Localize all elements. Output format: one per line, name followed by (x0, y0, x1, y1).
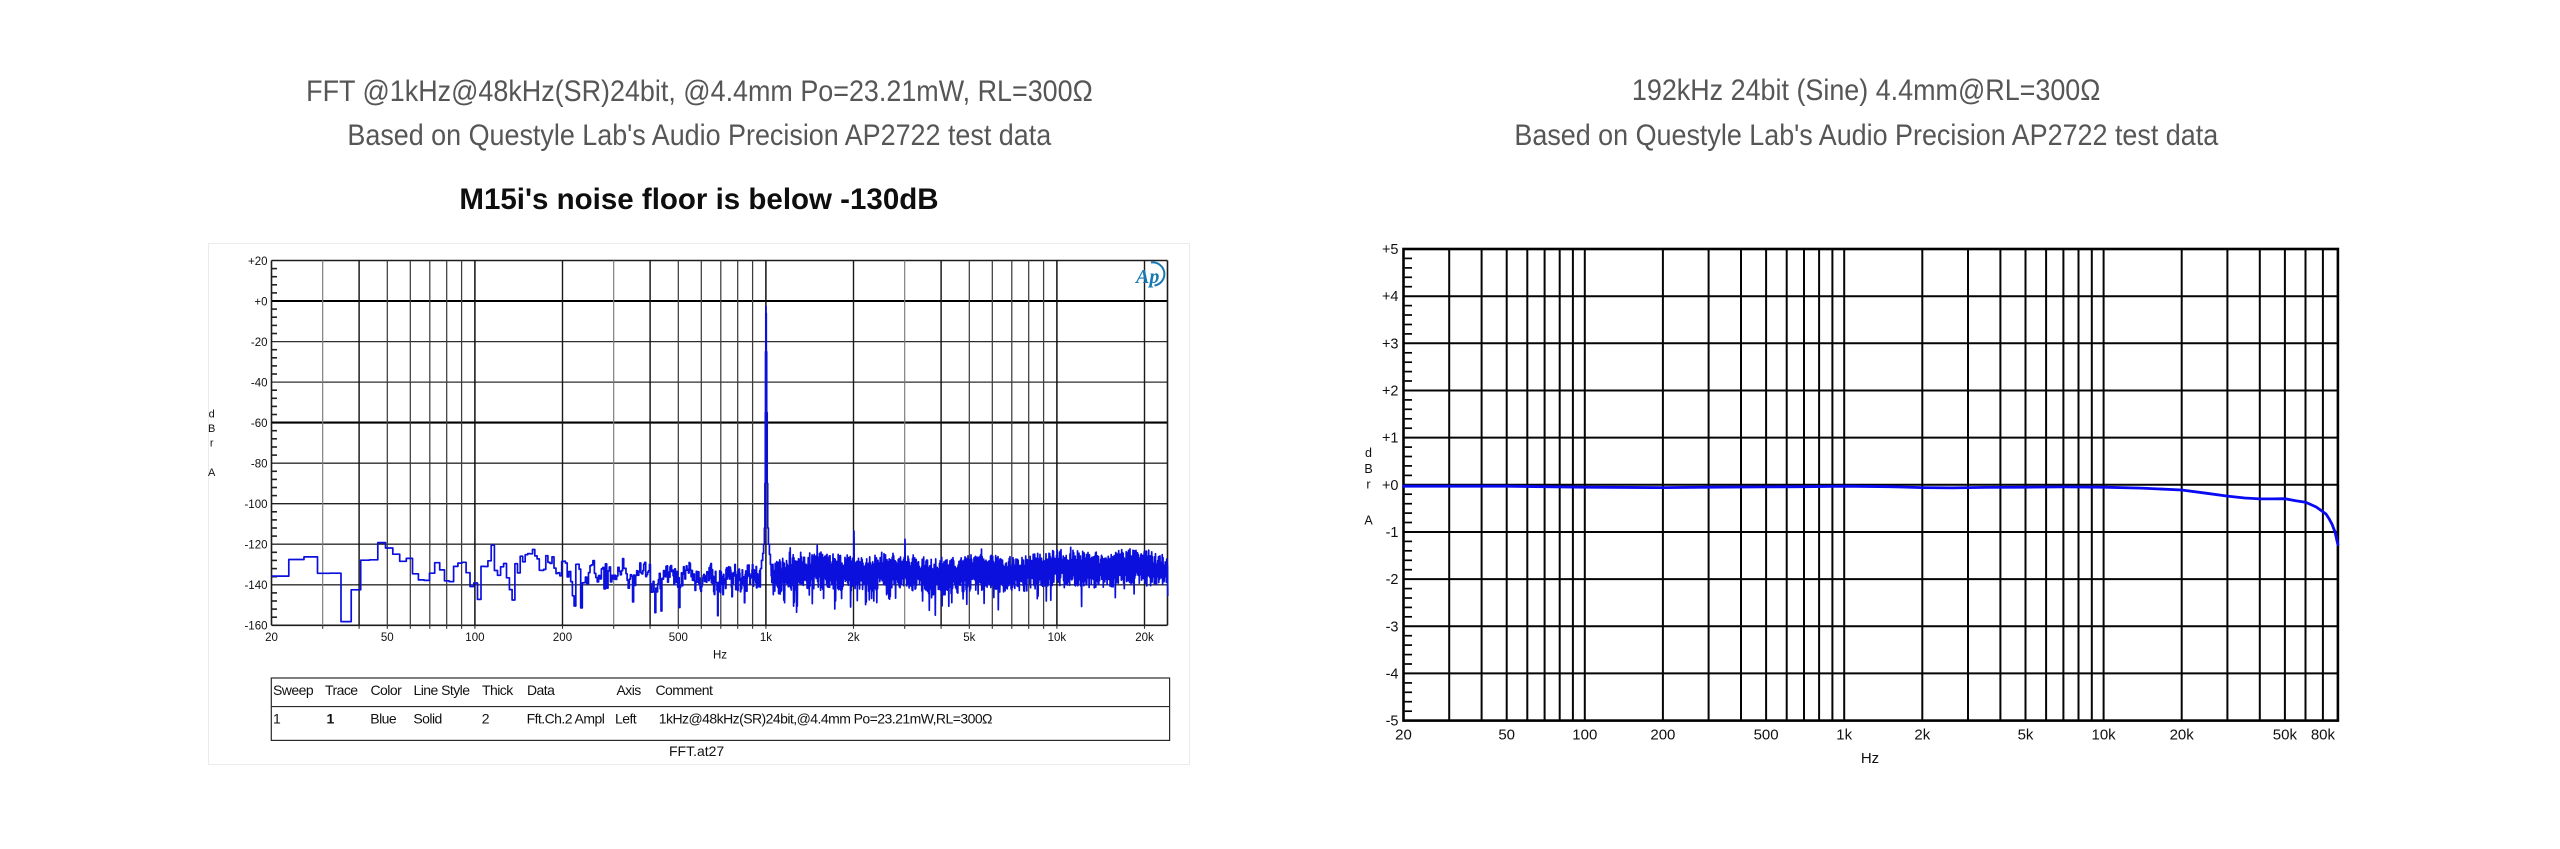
svg-text:A: A (1364, 513, 1373, 527)
svg-text:-3: -3 (1386, 619, 1399, 635)
svg-text:200: 200 (1650, 727, 1675, 744)
svg-text:Fft.Ch.2 Ampl: Fft.Ch.2 Ampl (527, 711, 605, 727)
svg-text:Hz: Hz (1861, 750, 1879, 767)
svg-text:Trace: Trace (325, 682, 358, 698)
svg-text:50k: 50k (2273, 727, 2298, 744)
svg-text:80k: 80k (2311, 727, 2336, 744)
svg-text:50: 50 (381, 632, 394, 644)
svg-text:+3: +3 (1382, 336, 1399, 352)
svg-text:50: 50 (1498, 727, 1515, 744)
svg-text:+1: +1 (1382, 431, 1399, 447)
svg-text:-60: -60 (251, 418, 268, 430)
svg-text:Sweep: Sweep (273, 682, 314, 698)
svg-text:+0: +0 (254, 296, 267, 308)
svg-text:500: 500 (1754, 727, 1779, 744)
svg-text:1: 1 (327, 711, 335, 727)
svg-text:+4: +4 (1382, 289, 1399, 305)
svg-text:-20: -20 (251, 337, 268, 349)
svg-text:-4: -4 (1386, 666, 1399, 682)
svg-text:Hz: Hz (713, 650, 727, 662)
svg-text:B: B (208, 423, 215, 435)
svg-text:Ap: Ap (1134, 266, 1159, 288)
svg-text:2k: 2k (847, 632, 859, 644)
svg-text:200: 200 (553, 632, 572, 644)
svg-text:-160: -160 (244, 621, 267, 633)
svg-text:FFT.at27: FFT.at27 (669, 743, 724, 759)
svg-text:100: 100 (465, 632, 484, 644)
svg-text:-100: -100 (244, 499, 267, 511)
svg-text:20k: 20k (1135, 632, 1154, 644)
svg-text:-2: -2 (1386, 572, 1399, 588)
svg-text:r: r (1366, 477, 1370, 491)
svg-text:20k: 20k (2170, 727, 2195, 744)
svg-text:Left: Left (615, 711, 637, 727)
svg-text:2: 2 (482, 711, 490, 727)
svg-text:+2: +2 (1382, 384, 1399, 400)
svg-text:5k: 5k (963, 632, 975, 644)
svg-text:r: r (210, 438, 214, 450)
svg-text:-5: -5 (1386, 714, 1399, 730)
svg-text:Blue: Blue (370, 711, 397, 727)
svg-text:2k: 2k (1914, 727, 1930, 744)
svg-text:Data: Data (527, 682, 555, 698)
svg-text:Axis: Axis (617, 682, 642, 698)
svg-text:B: B (1364, 462, 1372, 476)
svg-text:-120: -120 (244, 540, 267, 552)
svg-text:-40: -40 (251, 377, 268, 389)
svg-text:100: 100 (1572, 727, 1597, 744)
svg-text:-80: -80 (251, 459, 268, 471)
svg-text:d: d (1365, 446, 1372, 460)
svg-text:Color: Color (371, 682, 403, 698)
svg-text:A: A (208, 467, 216, 479)
svg-text:-1: -1 (1386, 525, 1399, 541)
svg-text:1k: 1k (760, 632, 772, 644)
svg-text:500: 500 (669, 632, 688, 644)
svg-text:10k: 10k (2092, 727, 2117, 744)
svg-text:1k: 1k (1836, 727, 1852, 744)
svg-text:10k: 10k (1048, 632, 1067, 644)
svg-text:5k: 5k (2018, 727, 2034, 744)
svg-text:Thick: Thick (482, 682, 514, 698)
svg-text:20: 20 (1395, 727, 1412, 744)
svg-text:+5: +5 (1382, 242, 1399, 258)
svg-text:Comment: Comment (656, 682, 713, 698)
svg-text:20: 20 (265, 632, 278, 644)
svg-text:-140: -140 (244, 580, 267, 592)
svg-text:Line Style: Line Style (414, 682, 471, 698)
svg-text:1: 1 (273, 711, 281, 727)
svg-text:d: d (209, 409, 215, 421)
svg-text:Solid: Solid (413, 711, 441, 727)
svg-text:+0: +0 (1382, 478, 1399, 494)
svg-text:1kHz@48kHz(SR)24bit,@4.4mm Po=: 1kHz@48kHz(SR)24bit,@4.4mm Po=23.21mW,RL… (659, 711, 992, 727)
svg-text:+20: +20 (248, 256, 268, 268)
